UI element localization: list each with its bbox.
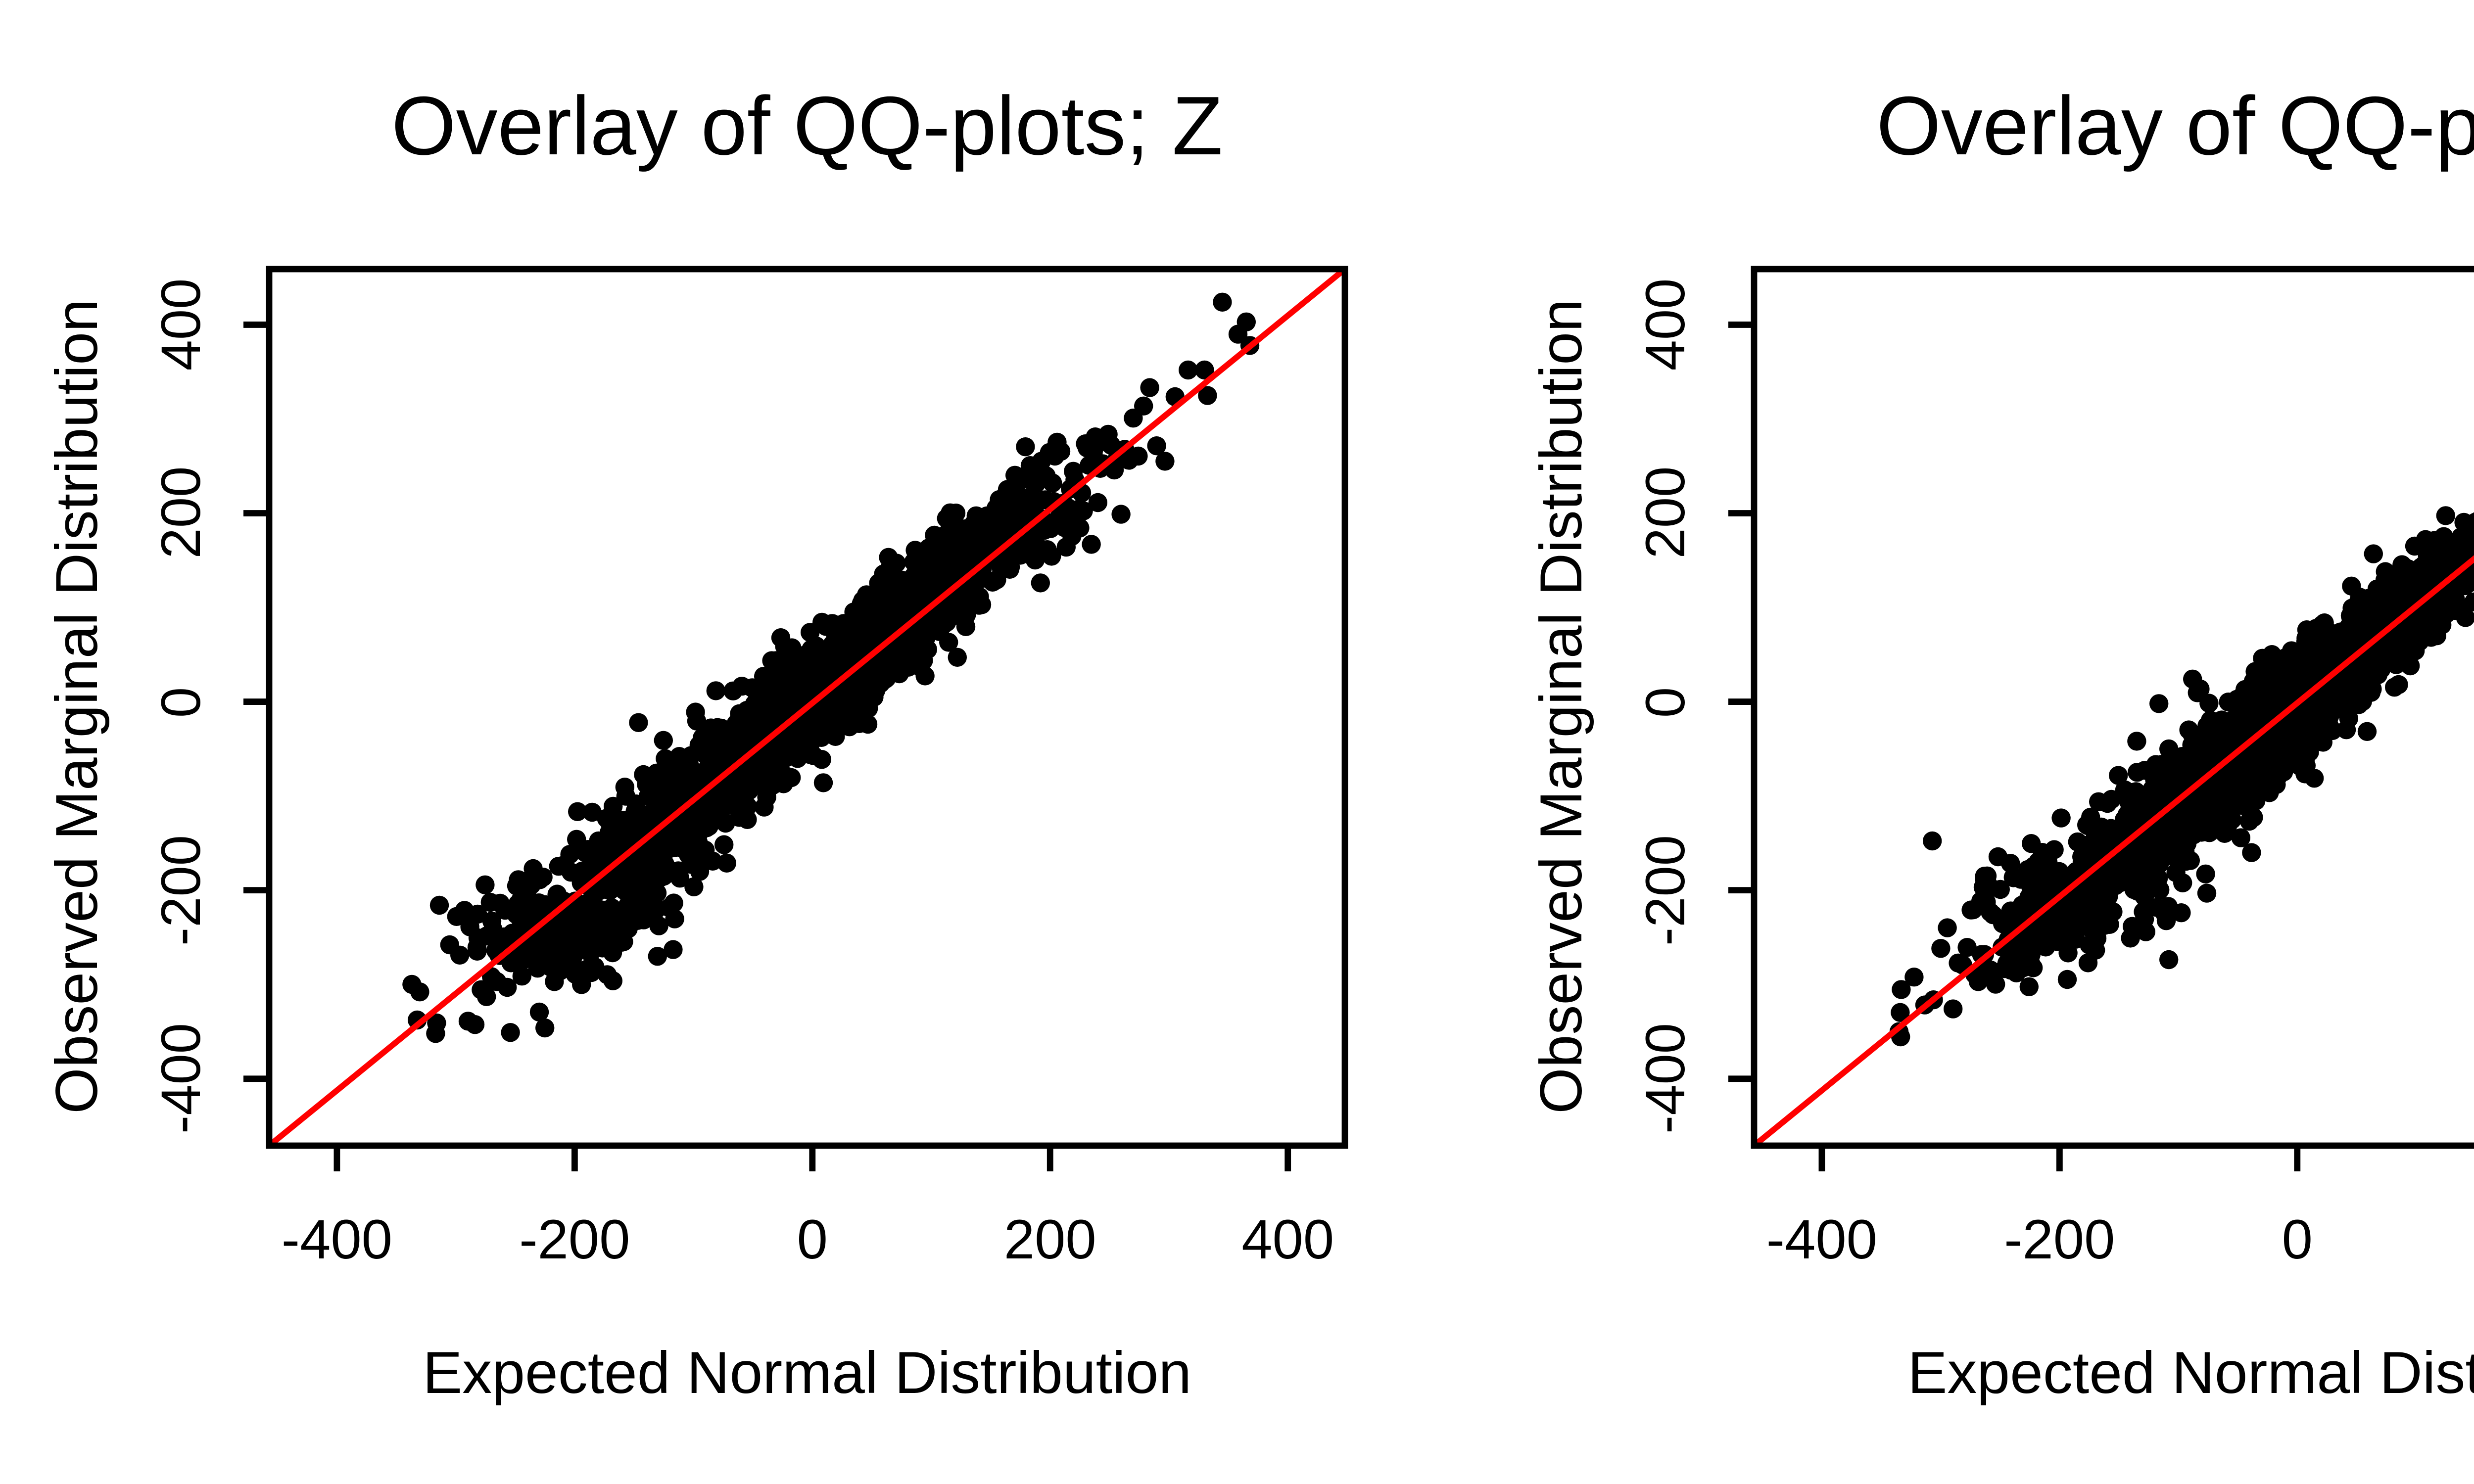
identity-line [269,269,1345,1146]
y-tick-label: 0 [1635,686,1696,717]
y-axis-label-left: Observed Marginal Distribution [46,299,111,1114]
z-glyph: Z [1172,79,1223,172]
z-symbol-left: Z [1172,84,1223,168]
y-tick-label: -200 [1635,835,1696,946]
x-axis-label-right: Expected Normal Distribution [1907,1342,2474,1407]
y-tick-label: 400 [150,278,212,371]
x-tick-label: 400 [1241,1209,1334,1270]
y-tick-label: 200 [1635,467,1696,559]
y-tick-label: 200 [150,467,212,559]
x-tick-label: 200 [1003,1209,1096,1270]
y-tick-label: -400 [150,1023,212,1134]
x-tick-label: -200 [519,1209,630,1270]
x-tick-label: 0 [797,1209,828,1270]
scatter-points [1889,506,2474,1047]
y-tick-label: -200 [150,835,212,946]
plot-title-left: Overlay of QQ-plots; Z [391,84,1223,168]
x-tick-label: -200 [2004,1209,2115,1270]
x-tick-label: -400 [281,1209,392,1270]
x-tick-label: -400 [1766,1209,1877,1270]
plot-box [1751,266,2474,1149]
x-tick-label: 0 [2282,1209,2313,1270]
y-tick-label: 400 [1635,278,1696,371]
plot-box [266,266,1348,1149]
y-tick-label: 0 [150,686,212,717]
plot-title-left-text: Overlay of QQ-plots; [391,79,1172,172]
plot-title-right-text: Overlay of QQ-plots; [1876,79,2474,172]
x-axis-label-left: Expected Normal Distribution [423,1342,1192,1407]
plot-title-right: Overlay of QQ-plots; Z~ [1876,84,2474,168]
identity-line [1754,555,2474,1146]
y-tick-label: -400 [1635,1023,1696,1134]
y-axis-label-right: Observed Marginal Distribution [1530,299,1595,1114]
